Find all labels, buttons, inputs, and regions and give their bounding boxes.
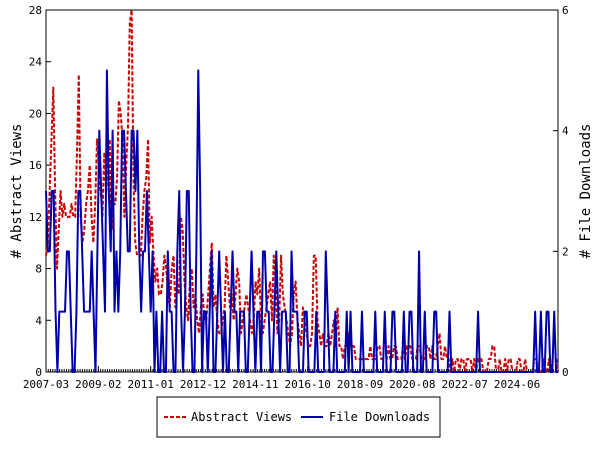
x-tick-label: 2022-07 — [442, 378, 488, 391]
legend-label-abstract-views: Abstract Views — [191, 410, 292, 424]
series-line-abstract-views — [45, 9, 559, 373]
x-tick-label: 2024-06 — [494, 378, 540, 391]
x-tick-label: 2018-09 — [337, 378, 383, 391]
legend: Abstract Views File Downloads — [156, 396, 441, 438]
y-left-tick-label: 20 — [29, 107, 42, 120]
y-right-tick-label: 6 — [562, 4, 569, 17]
y-left-tick-label: 0 — [35, 366, 42, 379]
y-left-tick-label: 24 — [29, 56, 43, 69]
series-line-file-downloads — [45, 69, 558, 373]
x-tick-label: 2009-02 — [75, 378, 121, 391]
plot-area — [45, 9, 559, 373]
x-axis-tick-labels: 2007-03 2009-02 2011-01 2012-12 2014-11 2016-… — [23, 378, 540, 391]
x-tick-label: 2007-03 — [23, 378, 69, 391]
x-tick-label: 2016-10 — [285, 378, 331, 391]
y-left-tick-label: 8 — [35, 263, 42, 276]
series-layer — [45, 9, 559, 373]
y-left-tick-label: 16 — [29, 159, 42, 172]
x-tick-label: 2014-11 — [232, 378, 278, 391]
y-right-tick-label: 0 — [562, 366, 569, 379]
x-tick-label: 2012-12 — [180, 378, 226, 391]
y-left-tick-label: 12 — [29, 211, 42, 224]
legend-box — [156, 396, 441, 438]
y-right-tick-label: 2 — [562, 245, 569, 258]
y-left-tick-label: 28 — [29, 4, 42, 17]
y-right-tick-label: 4 — [562, 125, 569, 138]
legend-label-file-downloads: File Downloads — [329, 410, 430, 424]
x-tick-label: 2020-08 — [389, 378, 435, 391]
y-left-axis-title: # Abstract Views — [9, 124, 25, 259]
y-right-axis-title: # File Downloads — [578, 124, 594, 259]
y-left-axis: 0 4 8 12 16 20 24 28 — [29, 4, 51, 379]
x-tick-label: 2011-01 — [127, 378, 173, 391]
y-left-tick-label: 4 — [35, 314, 42, 327]
